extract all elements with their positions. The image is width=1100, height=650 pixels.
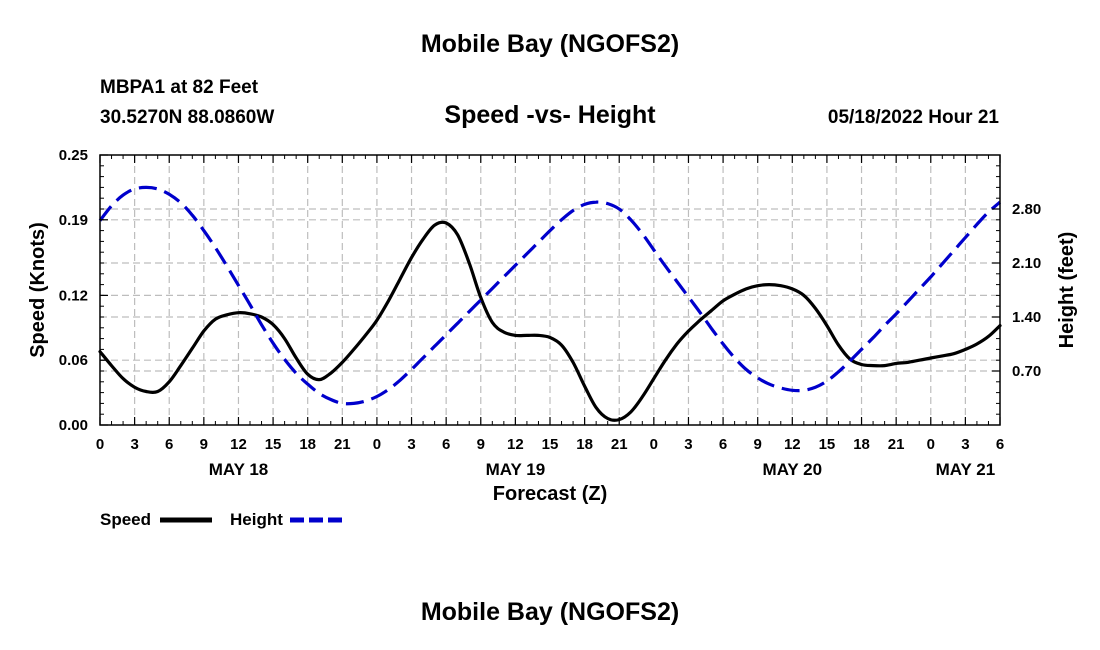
chart-title: Mobile Bay (NGOFS2) xyxy=(420,30,680,58)
date-label: MAY 18 xyxy=(209,460,269,479)
x-tick-label: 12 xyxy=(784,436,801,453)
x-tick-label: 3 xyxy=(130,436,138,453)
grid-lines xyxy=(100,155,1000,425)
x-tick-label: 0 xyxy=(650,436,658,453)
x-tick-label: 21 xyxy=(888,436,905,453)
y2-tick-label: 2.10 xyxy=(1012,255,1041,272)
x-tick-label: 0 xyxy=(373,436,381,453)
date-label: MAY 21 xyxy=(936,460,996,479)
x-tick-label: 18 xyxy=(299,436,316,453)
x-tick-label: 0 xyxy=(927,436,935,453)
x-tick-label: 15 xyxy=(265,436,282,453)
x-tick-label: 3 xyxy=(684,436,692,453)
x-tick-label: 21 xyxy=(611,436,628,453)
x-tick-label: 6 xyxy=(442,436,450,453)
date-label: MAY 19 xyxy=(486,460,546,479)
y-tick-label: 0.19 xyxy=(59,212,88,229)
station-label: MBPA1 at 82 Feet xyxy=(100,77,259,98)
legend: Speed Height xyxy=(100,510,342,529)
x-tick-label: 3 xyxy=(407,436,415,453)
x-tick-label: 9 xyxy=(200,436,208,453)
x-tick-label: 6 xyxy=(165,436,173,453)
y-tick-label: 0.25 xyxy=(59,147,88,164)
x-tick-label: 3 xyxy=(961,436,969,453)
y-axis-label: Speed (Knots) xyxy=(27,222,49,358)
y-tick-label: 0.06 xyxy=(59,352,88,369)
x-tick-label: 18 xyxy=(853,436,870,453)
series-layer xyxy=(98,185,1002,422)
x-tick-label: 6 xyxy=(719,436,727,453)
y2-tick-label: 1.40 xyxy=(1012,309,1041,326)
y2-axis-label: Height (feet) xyxy=(1056,232,1078,349)
date-label: MAY 20 xyxy=(763,460,823,479)
station-coordinates: 30.5270N 88.0860W xyxy=(100,107,275,128)
x-tick-label: 12 xyxy=(507,436,524,453)
y2-tick-label: 2.80 xyxy=(1012,201,1041,218)
y-tick-label: 0.00 xyxy=(59,417,88,434)
x-tick-label: 21 xyxy=(334,436,351,453)
y-tick-label: 0.12 xyxy=(59,287,88,304)
axis-ticks: 0 3 6 9 12 15 18 21 0 3 6 9 12 15 18 21 0 3 6 9 12 15 18 21 0 3 6M… xyxy=(59,147,1041,479)
x-tick-label: 18 xyxy=(576,436,593,453)
legend-label-height: Height xyxy=(230,510,283,529)
y2-tick-label: 0.70 xyxy=(1012,363,1041,380)
x-tick-label: 0 xyxy=(96,436,104,453)
series-line-height xyxy=(98,185,1002,406)
x-tick-label: 15 xyxy=(542,436,559,453)
x-tick-label: 15 xyxy=(819,436,836,453)
x-tick-label: 9 xyxy=(754,436,762,453)
x-tick-label: 6 xyxy=(996,436,1004,453)
footer-title: Mobile Bay (NGOFS2) xyxy=(420,598,680,626)
chart-subtitle: Speed -vs- Height xyxy=(444,101,656,129)
forecast-datetime: 05/18/2022 Hour 21 xyxy=(827,107,999,128)
x-tick-label: 12 xyxy=(230,436,247,453)
legend-label-speed: Speed xyxy=(100,510,151,529)
x-tick-label: 9 xyxy=(477,436,485,453)
x-axis-label: Forecast (Z) xyxy=(493,483,607,505)
